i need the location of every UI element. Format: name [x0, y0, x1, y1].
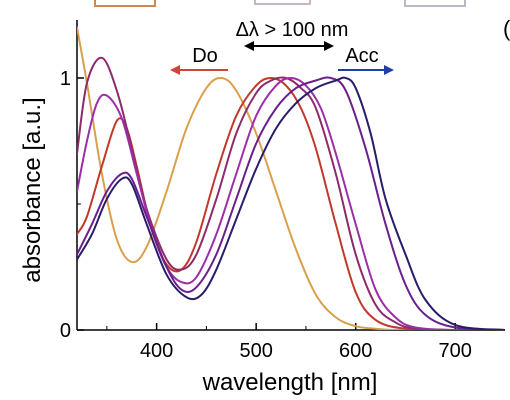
series-line-4	[77, 77, 505, 330]
series-line-1	[77, 26, 505, 330]
top-cropped-thumbnails	[94, 0, 466, 7]
acceptor-arrow	[338, 65, 394, 75]
series-line-6	[77, 76, 505, 330]
delta-lambda-label: Δλ > 100 nm	[236, 19, 349, 41]
x-axis-ticks: 400 500 600 700	[106, 323, 472, 362]
series-line-5	[77, 76, 505, 330]
plot-frame	[76, 20, 505, 331]
series-line-3	[77, 56, 505, 330]
x-axis-title: wavelength [nm]	[202, 369, 378, 396]
y-tick-label: 1	[60, 68, 71, 90]
x-tick-label: 400	[140, 340, 173, 362]
x-tick-label: 500	[239, 340, 272, 362]
delta-double-arrow	[244, 41, 334, 51]
y-axis-title: absorbance [a.u.]	[19, 97, 46, 282]
donor-label: Do	[192, 45, 218, 67]
x-tick-label: 700	[439, 340, 472, 362]
acceptor-label: Acc	[345, 45, 378, 67]
y-tick-label: 0	[60, 320, 71, 342]
annotations: Δλ > 100 nm Do Acc	[170, 19, 394, 75]
x-tick-label: 600	[339, 340, 372, 362]
y-axis-ticks: 01	[60, 68, 84, 342]
right-edge-cropped-glyph: (	[503, 16, 510, 41]
series-curves	[77, 26, 505, 330]
donor-arrow	[170, 65, 228, 75]
